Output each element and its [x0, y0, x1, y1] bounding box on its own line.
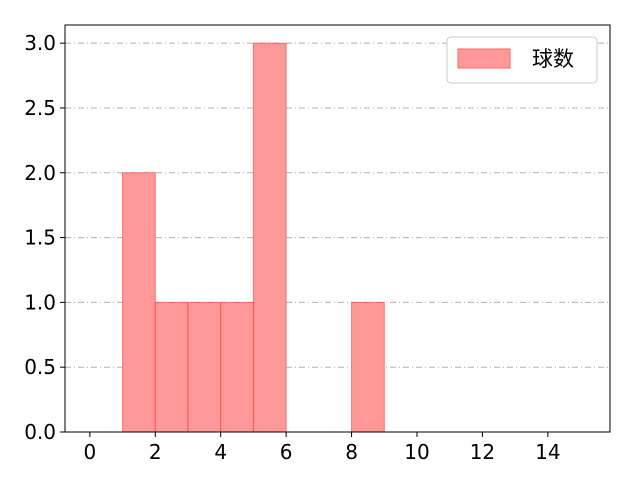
y-tick-label: 1.5: [24, 226, 56, 250]
x-tick-label: 2: [149, 440, 162, 464]
x-tick-label: 14: [535, 440, 560, 464]
y-tick-label: 0.0: [24, 420, 56, 444]
histogram-bar: [187, 301, 222, 433]
x-axis: 0 2 4 6 8 10 12 14: [83, 432, 561, 464]
histogram-bar: [220, 301, 254, 433]
bars: [122, 42, 385, 433]
y-tick-label: 2.0: [24, 161, 56, 185]
histogram-bar: [252, 42, 287, 433]
x-tick-label: 8: [345, 440, 358, 464]
legend-label: 球数: [532, 47, 574, 71]
histogram-bar: [122, 172, 156, 433]
legend-swatch: [457, 48, 511, 69]
y-tick-label: 0.5: [24, 355, 56, 379]
x-tick-label: 4: [214, 440, 227, 464]
x-tick-label: 6: [280, 440, 293, 464]
y-tick-label: 1.0: [24, 290, 56, 314]
histogram-bar: [351, 301, 385, 433]
plot-frame: [64, 24, 611, 433]
x-tick-label: 12: [470, 440, 495, 464]
y-tick-label: 3.0: [24, 31, 56, 55]
x-tick-label: 10: [404, 440, 429, 464]
x-tick-label: 0: [83, 440, 96, 464]
legend: 球数: [446, 36, 598, 84]
histogram-bar: [154, 301, 189, 433]
y-axis: 0.0 0.5 1.0 1.5 2.0 2.5 3.0: [24, 31, 65, 444]
y-tick-label: 2.5: [24, 96, 56, 120]
